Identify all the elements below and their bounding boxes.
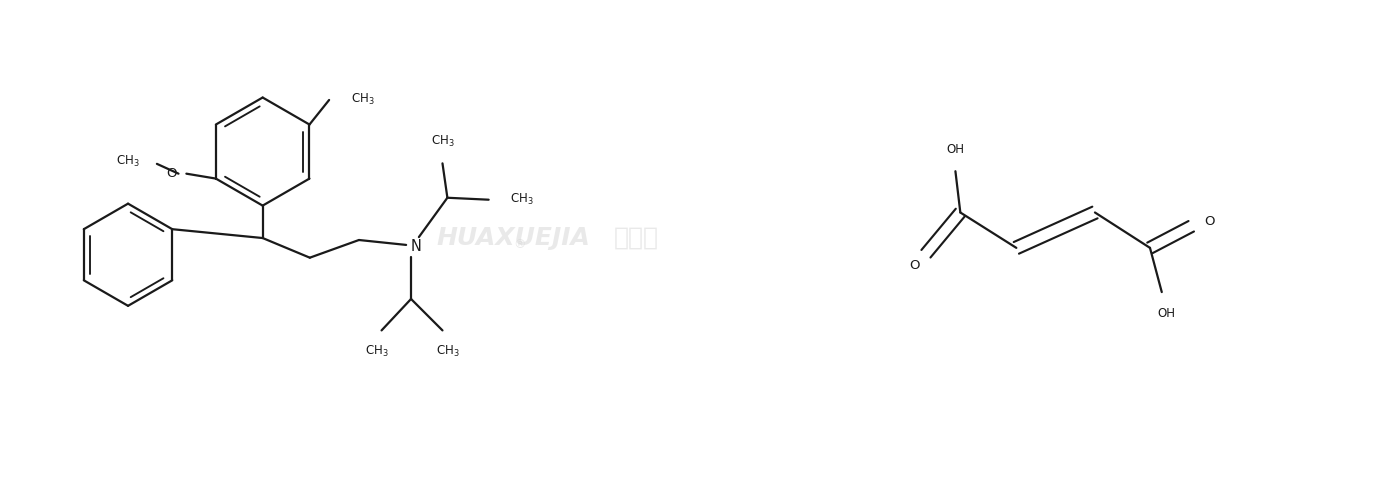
Text: CH$_3$: CH$_3$ [430, 133, 454, 149]
Text: CH$_3$: CH$_3$ [351, 92, 374, 107]
Text: O: O [166, 167, 177, 180]
Text: N: N [411, 240, 422, 254]
Text: CH$_3$: CH$_3$ [117, 155, 141, 169]
Text: ®: ® [514, 238, 526, 251]
Text: CH$_3$: CH$_3$ [365, 344, 388, 359]
Text: O: O [1204, 215, 1215, 228]
Text: CH$_3$: CH$_3$ [436, 344, 459, 359]
Text: OH: OH [947, 144, 965, 156]
Text: HUAXUEJIA: HUAXUEJIA [436, 226, 590, 250]
Text: O: O [909, 259, 919, 272]
Text: 化学加: 化学加 [614, 226, 658, 250]
Text: OH: OH [1158, 307, 1176, 320]
Text: CH$_3$: CH$_3$ [511, 192, 535, 207]
